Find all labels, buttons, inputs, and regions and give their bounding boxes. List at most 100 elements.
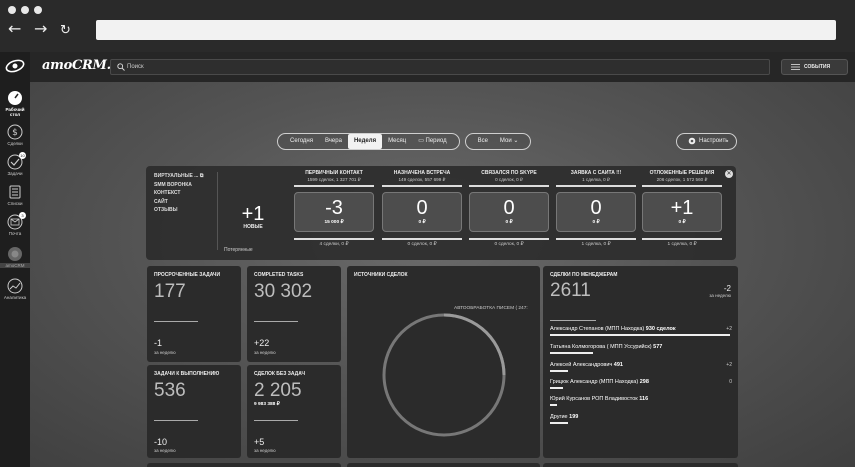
widget-divider — [550, 320, 596, 321]
manager-bar — [550, 334, 730, 336]
tasks-badge: 10 — [19, 152, 26, 159]
minimize-window-dot[interactable] — [21, 6, 29, 14]
sidebar-item-mail[interactable]: 3 Почта — [0, 212, 30, 236]
stage-money: 0 ₽ — [592, 220, 600, 225]
widget-divider — [154, 321, 198, 322]
widget-delta: +5 — [254, 437, 265, 447]
source-item[interactable]: ОТЗЫВЫ — [154, 207, 178, 213]
sidebar-item-tasks[interactable]: 10 Задачи — [0, 152, 30, 176]
stage-money: 0 ₽ — [418, 220, 426, 225]
manager-row[interactable]: Грицюк Александр (МПП Находка) 298 0 — [550, 379, 732, 389]
source-item[interactable]: КОНТЕКСТ — [154, 190, 181, 196]
scope-mine-label: Мои — [499, 138, 512, 144]
widget-placeholder — [147, 463, 341, 467]
browser-chrome: ← → ↻ — [0, 0, 855, 52]
widget-deal-sources[interactable]: ИСТОЧНИКИ СДЕЛОК АВТООБРАБОТКА ПИСЕМ ( 2… — [347, 266, 540, 458]
divider — [217, 172, 218, 250]
manager-bar — [550, 370, 568, 372]
period-today[interactable]: Сегодня — [290, 138, 313, 144]
sidebar-item-label: Списки — [7, 201, 23, 206]
widget-period: за неделю — [254, 448, 276, 453]
widget-title: COMPLETED TASKS — [254, 272, 304, 278]
forward-arrow-icon[interactable]: → — [34, 19, 48, 38]
search-input[interactable]: Поиск — [110, 59, 770, 75]
circle-icon — [8, 247, 22, 261]
stage-foot-bar — [556, 238, 636, 240]
pipeline-stage[interactable]: СВЯЗАЛСЯ ПО SKYPE 0 сделок, 0 ₽ 0 0 ₽ 0 … — [467, 170, 551, 247]
period-custom[interactable]: ▭ Период — [412, 134, 452, 149]
analytics-icon — [7, 278, 23, 294]
widget-placeholder — [347, 463, 540, 467]
widget-overdue-tasks[interactable]: ПРОСРОЧЕННЫЕ ЗАДАЧИ 177 -1 за неделю — [147, 266, 241, 362]
stage-card[interactable]: 0 0 ₽ — [469, 192, 549, 232]
sidebar-item-label: Почта — [8, 231, 22, 236]
source-item[interactable]: ВИРТУАЛЬНЫЕ ... ⧉ — [154, 172, 203, 181]
setup-button[interactable]: Настроить — [676, 133, 737, 150]
sidebar-item-analytics[interactable]: Аналитика — [0, 278, 30, 300]
stage-card[interactable]: 0 0 ₽ — [556, 192, 636, 232]
events-button[interactable]: СОБЫТИЯ — [781, 59, 848, 75]
donut-segment-label: АВТООБРАБОТКА ПИСЕМ ( 247: — [454, 306, 528, 311]
period-month[interactable]: Месяц — [388, 138, 407, 144]
sidebar-item-dashboard[interactable]: Рабочий стол — [0, 90, 30, 117]
source-item[interactable]: SMM ВОРОНКА — [154, 181, 192, 188]
scope-mine[interactable]: Мои ⌄ — [494, 134, 524, 149]
stage-foot: 1 сделка, 0 ₽ — [581, 242, 611, 247]
events-label: СОБЫТИЯ — [804, 64, 831, 70]
lost-leads-label[interactable]: Потерянные — [224, 247, 253, 253]
new-leads-counter[interactable]: +1 НОВЫЕ — [238, 204, 268, 230]
widget-deals-without-tasks[interactable]: СДЕЛОК БЕЗ ЗАДАЧ 2 205 9 983 388 ₽ +5 за… — [247, 365, 341, 458]
pipeline-stage[interactable]: ОТЛОЖЕННЫЕ РЕШЕНИЯ 206 сделок, 1 572 560… — [640, 170, 724, 247]
stage-name: СВЯЗАЛСЯ ПО SKYPE — [481, 170, 537, 176]
manager-row[interactable]: Другие 199 — [550, 414, 730, 424]
sidebar-item-deals[interactable]: $ Сделки — [0, 124, 30, 146]
manager-row[interactable]: Татьяна Колмогорова ( МПП Уссурийск) 577 — [550, 344, 730, 354]
stage-card[interactable]: +1 0 ₽ — [642, 192, 722, 232]
stage-money: 0 ₽ — [505, 220, 513, 225]
close-window-dot[interactable] — [8, 6, 16, 14]
period-pill-group: Сегодня Вчера Неделя Месяц ▭ Период — [277, 133, 460, 150]
stage-card[interactable]: -3 15 000 ₽ — [294, 192, 374, 232]
widget-deals-by-manager[interactable]: СДЕЛКИ ПО МЕНЕДЖЕРАМ 2611 -2 за неделю А… — [543, 266, 738, 458]
stage-card[interactable]: 0 0 ₽ — [382, 192, 462, 232]
source-item[interactable]: САЙТ — [154, 198, 168, 205]
stage-foot-bar — [469, 238, 549, 240]
amocrm-logo-icon[interactable] — [4, 57, 26, 75]
manager-count: 298 — [639, 379, 649, 385]
manager-name: Алексей Александрович — [550, 362, 613, 368]
stage-foot: 0 сделок, 0 ₽ — [407, 242, 437, 247]
brand-logo[interactable]: amoCRM. — [42, 58, 111, 73]
period-filters: Сегодня Вчера Неделя Месяц ▭ Период Все … — [277, 133, 532, 150]
pipeline-stage[interactable]: ПЕРВИЧНЫЙ КОНТАКТ 1599 сделок, 1 327 701… — [292, 170, 376, 247]
stage-bar — [469, 185, 549, 187]
stage-foot: 1 сделка, 0 ₽ — [667, 242, 697, 247]
deal-sources-donut-chart[interactable] — [379, 310, 509, 440]
check-circle-icon — [7, 154, 23, 170]
sidebar-item-lists[interactable]: Списки — [0, 184, 30, 206]
manager-row[interactable]: Александр Степанов (МПП Находка) 930 сде… — [550, 326, 732, 336]
stage-foot: 0 сделок, 0 ₽ — [494, 242, 524, 247]
period-week[interactable]: Неделя — [347, 134, 383, 149]
widget-tasks-in-progress[interactable]: ЗАДАЧИ К ВЫПОЛНЕНИЮ 536 -10 за неделю — [147, 365, 241, 458]
widget-completed-tasks[interactable]: COMPLETED TASKS 30 302 +22 за неделю — [247, 266, 341, 362]
pipeline-stage[interactable]: ЗАЯВКА С САЙТА !!! 1 сделка, 0 ₽ 0 0 ₽ 1… — [554, 170, 638, 247]
manager-row[interactable]: Алексей Александрович 491 +2 — [550, 362, 732, 372]
widget-delta: -2 — [723, 284, 731, 293]
pipeline-stage[interactable]: НАЗНАЧЕНА ВСТРЕЧА 149 сделок, 557 699 ₽ … — [380, 170, 464, 247]
stage-delta: 0 — [416, 197, 428, 219]
period-yesterday[interactable]: Вчера — [325, 138, 342, 144]
scope-all[interactable]: Все — [477, 138, 488, 144]
stage-foot: 4 сделки, 0 ₽ — [319, 242, 349, 247]
manager-row[interactable]: Юрий Курсанов РОП Владивосток 116 — [550, 396, 730, 406]
sidebar-item-amocrm[interactable]: amoCRM — [0, 246, 30, 268]
maximize-window-dot[interactable] — [34, 6, 42, 14]
manager-bar — [550, 387, 563, 389]
widget-period: за неделю — [254, 350, 276, 355]
reload-icon[interactable]: ↻ — [60, 23, 71, 38]
new-leads-value: +1 — [241, 203, 265, 225]
stage-bar — [294, 185, 374, 187]
close-icon[interactable]: ✕ — [725, 170, 733, 178]
address-bar[interactable] — [96, 20, 836, 40]
scope-pill-group: Все Мои ⌄ — [464, 133, 532, 150]
back-arrow-icon[interactable]: ← — [8, 19, 22, 38]
